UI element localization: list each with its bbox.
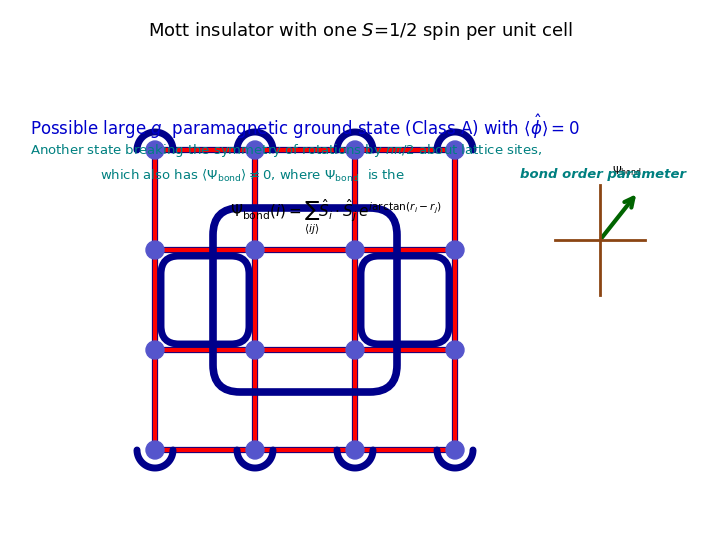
Text: $\Psi_{\rm bond}(i) = \sum_{\langle ij\rangle} \hat{S}_i \cdot \hat{S}_j \, e^{i: $\Psi_{\rm bond}(i) = \sum_{\langle ij\r… — [230, 198, 442, 237]
Circle shape — [446, 441, 464, 459]
Text: Mott insulator with one $S$=1/2 spin per unit cell: Mott insulator with one $S$=1/2 spin per… — [148, 20, 572, 42]
Text: Possible large $g$  paramagnetic ground state (Class A) with $\langle\hat{\phi}\: Possible large $g$ paramagnetic ground s… — [30, 112, 580, 140]
Circle shape — [146, 341, 164, 359]
Text: Another state breaking the symmetry of rotations by $n\pi/2$ about lattice sites: Another state breaking the symmetry of r… — [30, 142, 542, 159]
Circle shape — [446, 141, 464, 159]
Text: $\Psi_{\rm bond}$: $\Psi_{\rm bond}$ — [612, 164, 642, 178]
Circle shape — [346, 341, 364, 359]
Circle shape — [246, 141, 264, 159]
Circle shape — [246, 441, 264, 459]
Circle shape — [346, 441, 364, 459]
Circle shape — [146, 241, 164, 259]
Circle shape — [246, 341, 264, 359]
Circle shape — [346, 241, 364, 259]
Circle shape — [346, 141, 364, 159]
Circle shape — [146, 141, 164, 159]
Text: which also has $\langle\Psi_{\rm bond}\rangle \neq 0$, where $\Psi_{\rm bond}$  : which also has $\langle\Psi_{\rm bond}\r… — [100, 168, 405, 184]
Text: bond order parameter: bond order parameter — [520, 168, 686, 181]
Circle shape — [446, 341, 464, 359]
Circle shape — [446, 241, 464, 259]
Circle shape — [246, 241, 264, 259]
Circle shape — [146, 441, 164, 459]
